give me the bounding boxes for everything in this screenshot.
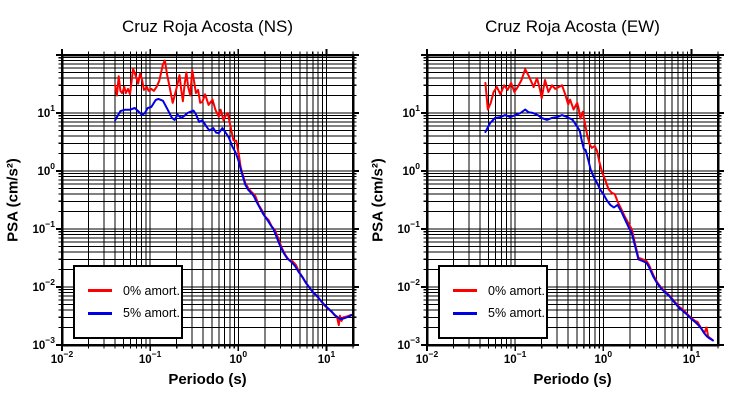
tick-label: 101 bbox=[37, 103, 55, 120]
tick-label: 10−1 bbox=[33, 219, 56, 236]
plot-frame bbox=[60, 53, 355, 347]
tick-label: 10−2 bbox=[33, 277, 56, 294]
tick-label: 100 bbox=[230, 349, 248, 366]
series-line-5pct-amort bbox=[484, 108, 714, 342]
grid-lines bbox=[427, 55, 718, 345]
tick-label: 101 bbox=[683, 349, 701, 366]
tick-label: 101 bbox=[402, 103, 420, 120]
x-axis-label-ew: Periodo (s) bbox=[533, 371, 612, 388]
legend-label-5pct: 5% amort. bbox=[488, 306, 545, 320]
y-axis-label-ns: PSA (cm/s²) bbox=[4, 158, 22, 242]
plot-title-ns: Cruz Roja Acosta (NS) bbox=[122, 17, 293, 36]
tick-label: 10−1 bbox=[139, 349, 162, 366]
tick-label: 10−2 bbox=[416, 349, 439, 366]
y-axis-label-ew: PSA (cm/s²) bbox=[369, 158, 387, 242]
tick-label: 10−2 bbox=[51, 349, 74, 366]
tick-label: 101 bbox=[318, 349, 336, 366]
tick-label: 10−3 bbox=[33, 335, 56, 352]
legend-label-0pct: 0% amort. bbox=[488, 283, 545, 298]
legend-ns: 0% amort. 5% amort. bbox=[73, 265, 183, 339]
tick-label: 10−3 bbox=[398, 335, 421, 352]
grid-lines bbox=[62, 55, 353, 345]
plot-title-ew: Cruz Roja Acosta (EW) bbox=[485, 17, 660, 36]
legend-label-0pct: 0% amort. bbox=[123, 283, 180, 298]
tick-label: 100 bbox=[37, 161, 55, 178]
legend-item-0pct: 0% amort. bbox=[75, 283, 181, 298]
plot-panel-ns: 10−2 10−1 100 101 101 100 10−1 10−2 10−3 Cruz Ro… bbox=[4, 17, 359, 388]
series-line-5pct-amort bbox=[114, 97, 353, 321]
tick-label: 10−1 bbox=[504, 349, 527, 366]
tick-label: 100 bbox=[595, 349, 613, 366]
tick-label: 10−2 bbox=[398, 277, 421, 294]
tick-label: 100 bbox=[402, 161, 420, 178]
legend-item-0pct: 0% amort. bbox=[440, 283, 546, 298]
legend-line-sample-5pct bbox=[453, 311, 477, 315]
plot-panel-ew: 10−2 10−1 100 101 101 100 10−1 10−2 10−3 Cruz Ro… bbox=[365, 0, 730, 400]
legend-label-5pct: 5% amort. bbox=[123, 306, 180, 320]
x-axis-label-ns: Periodo (s) bbox=[168, 371, 247, 388]
legend-ew: 0% amort. 5% amort. bbox=[438, 265, 548, 339]
legend-line-sample-0pct bbox=[88, 289, 112, 293]
plot-frame bbox=[425, 53, 720, 347]
legend-line-sample-5pct bbox=[88, 311, 112, 315]
legend-line-sample-0pct bbox=[453, 289, 477, 293]
legend-item-5pct: 5% amort. bbox=[75, 307, 181, 320]
tick-label: 10−1 bbox=[398, 219, 421, 236]
legend-item-5pct: 5% amort. bbox=[440, 307, 546, 320]
